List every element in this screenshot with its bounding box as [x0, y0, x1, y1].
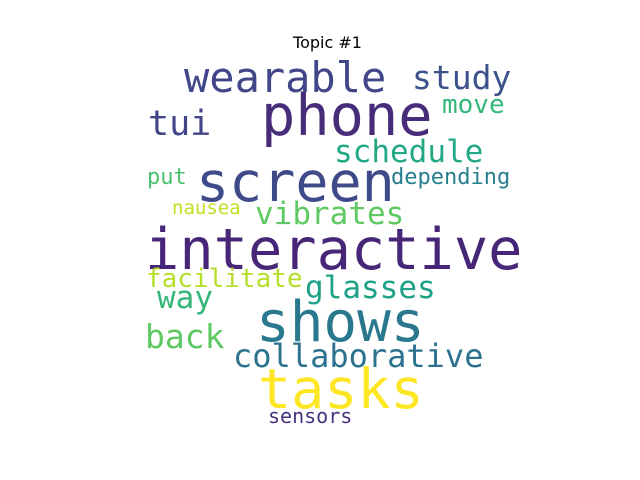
word-vibrates: vibrates: [255, 196, 405, 232]
word-study: study: [412, 58, 512, 97]
word-phone: phone: [261, 83, 433, 149]
word-collaborative: collaborative: [233, 337, 484, 375]
word-wearable: wearable: [184, 53, 387, 102]
word-schedule: schedule: [334, 134, 484, 170]
word-tui: tui: [148, 104, 212, 144]
word-put: put: [147, 165, 187, 190]
word-interactive: interactive: [145, 217, 523, 283]
word-screen: screen: [196, 150, 395, 214]
word-way: way: [157, 280, 213, 316]
word-shows: shows: [256, 290, 425, 355]
word-back: back: [145, 317, 225, 356]
chart-title: Topic #1: [293, 33, 362, 52]
word-move: move: [442, 90, 505, 120]
word-glasses: glasses: [305, 270, 436, 306]
word-nausea: nausea: [172, 197, 241, 219]
word-depending: depending: [391, 165, 511, 190]
word-sensors: sensors: [268, 404, 353, 428]
word-facilitate: facilitate: [146, 264, 303, 294]
word-tasks: tasks: [258, 357, 424, 421]
